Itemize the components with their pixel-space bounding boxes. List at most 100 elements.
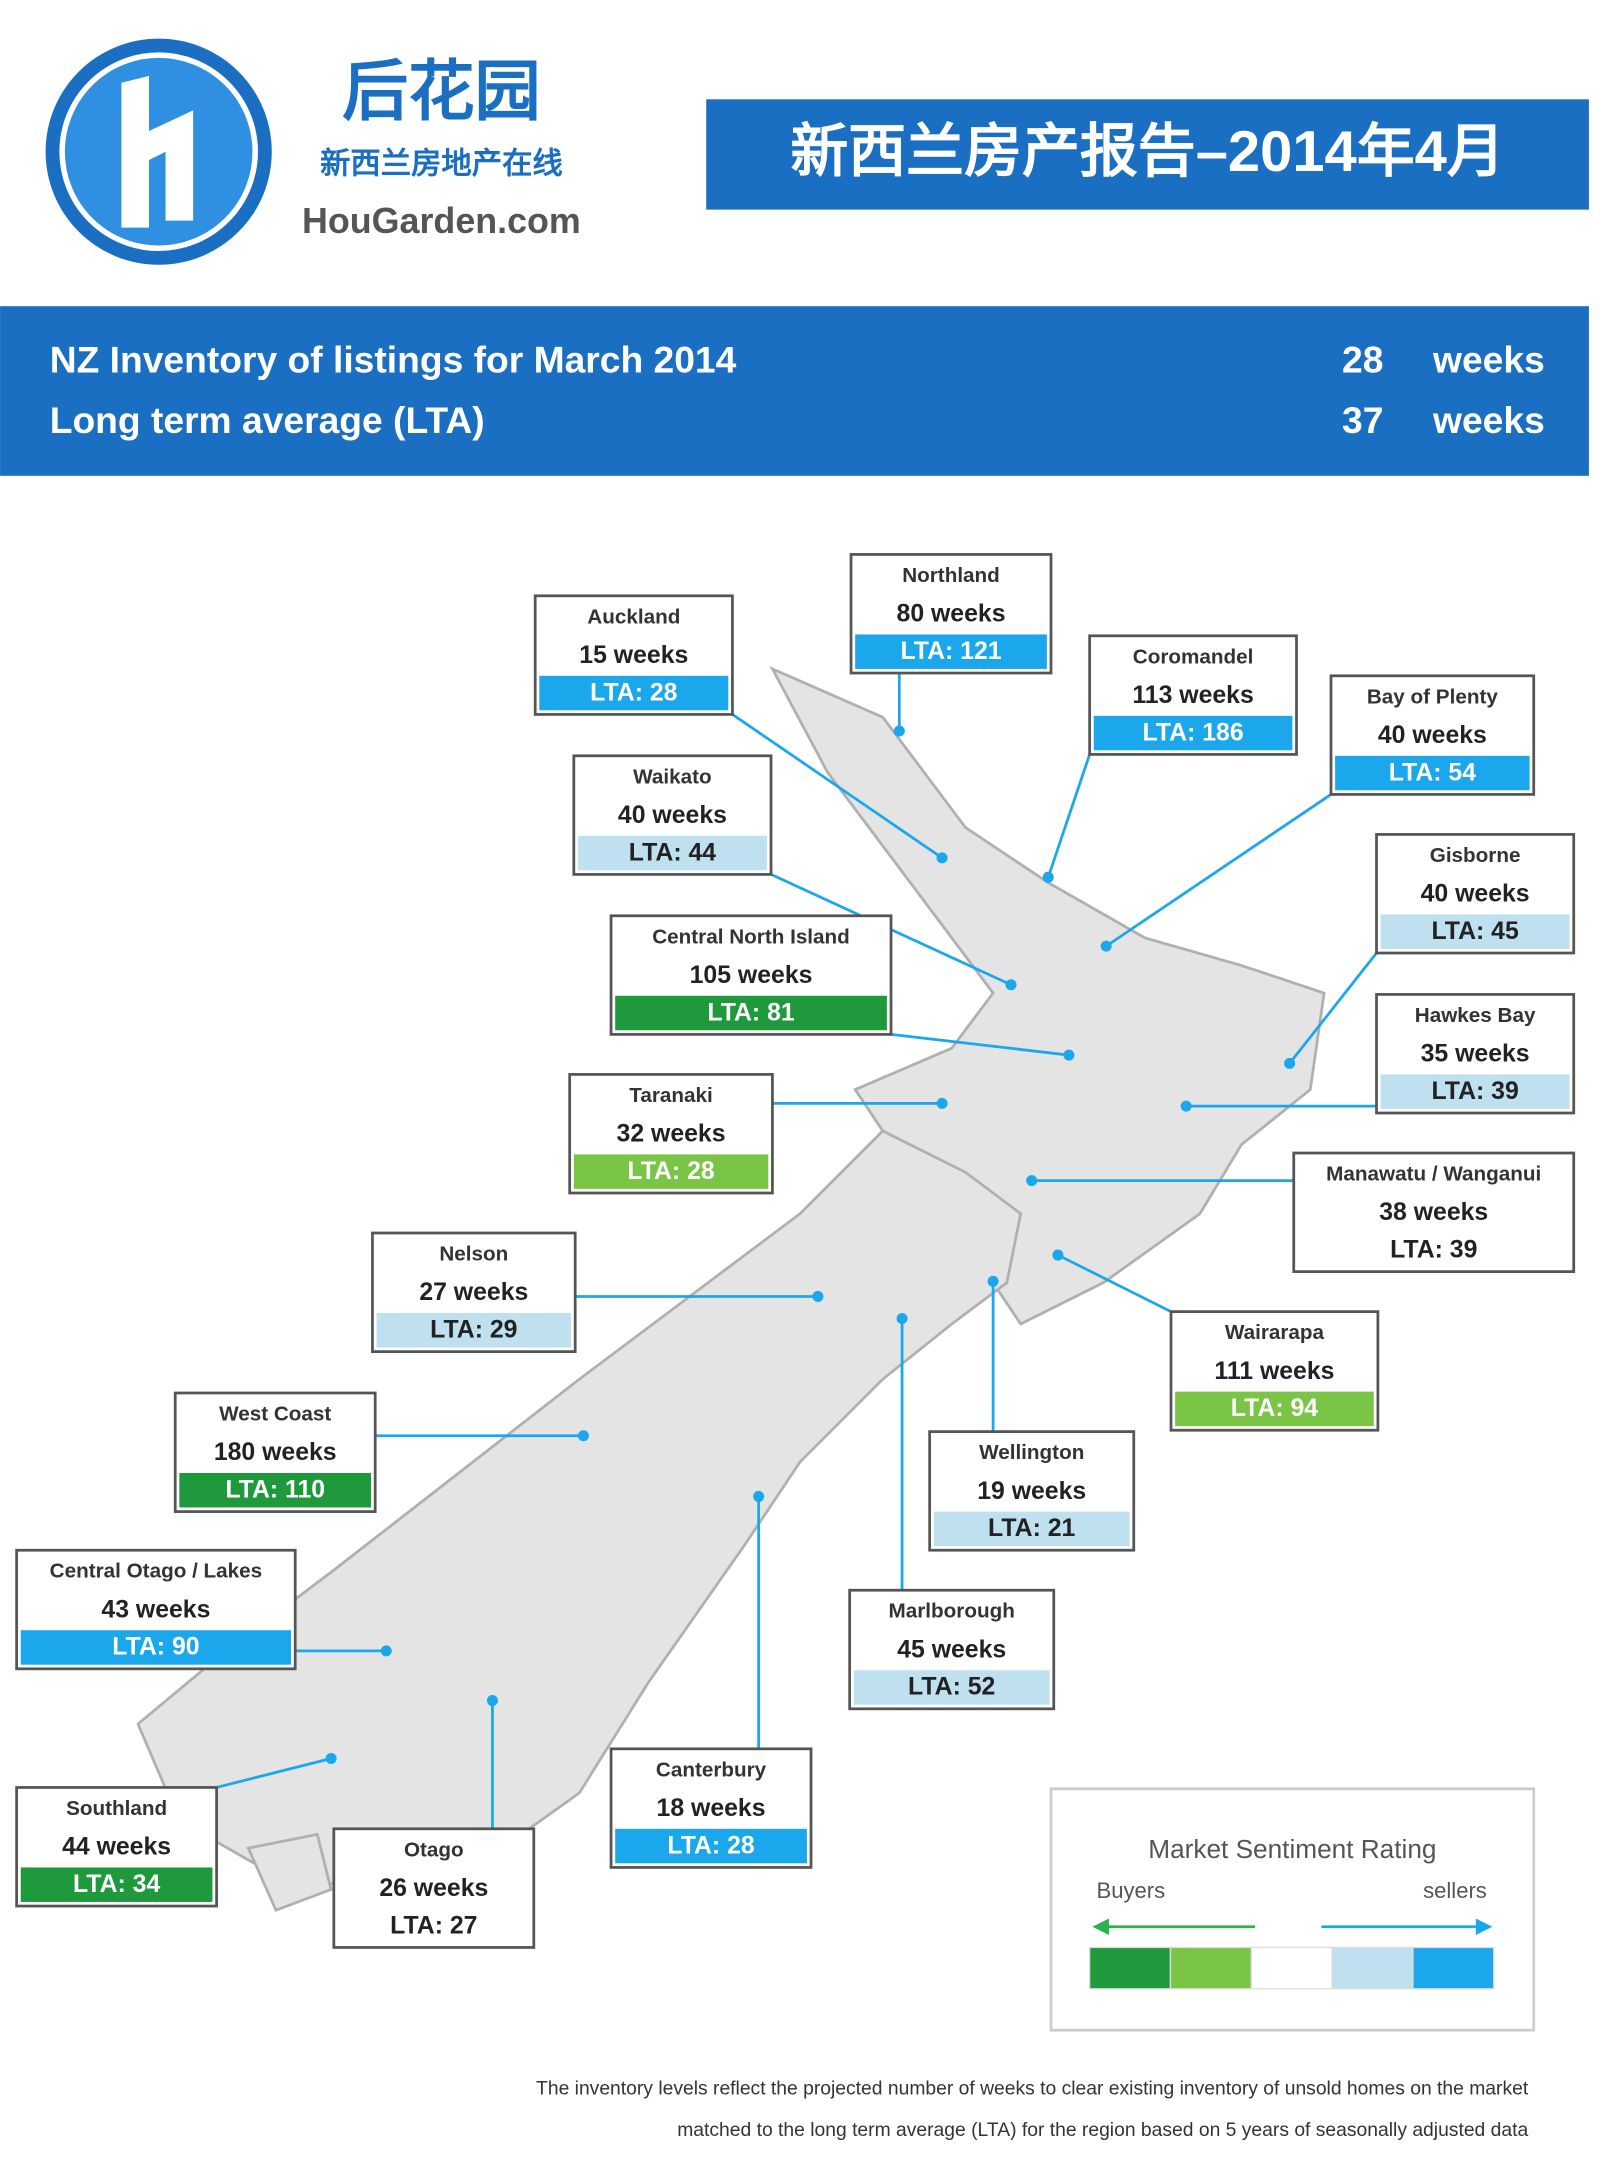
region-lta: LTA: 39: [1390, 1236, 1477, 1263]
lta-bar: [615, 995, 887, 1031]
region-weeks: 15 weeks: [579, 642, 688, 669]
legend-swatch: [1412, 1946, 1495, 1990]
banner-unit: weeks: [1432, 339, 1545, 381]
region-lta: LTA: 29: [430, 1316, 517, 1343]
region-lta: LTA: 27: [390, 1912, 477, 1939]
logo-tagline: 新西兰房地产在线: [320, 147, 563, 181]
region-weeks: 43 weeks: [101, 1596, 210, 1623]
region-dot: [1100, 940, 1112, 952]
region-dot: [486, 1695, 498, 1707]
lta-bar: [20, 1867, 213, 1902]
legend-swatch: [1250, 1946, 1333, 1990]
region-box: Gisborne 40 weeks LTA: 45: [1375, 833, 1576, 955]
region-name: Hawkes Bay: [1415, 1004, 1536, 1027]
region-weeks: 80 weeks: [897, 601, 1006, 628]
region-name: Canterbury: [656, 1758, 767, 1781]
region-dot: [936, 852, 948, 864]
region-dot: [812, 1290, 824, 1302]
leader-line: [1105, 793, 1332, 948]
region-dot: [1042, 871, 1054, 883]
banner-rows: NZ Inventory of listings for March 2014 2…: [50, 339, 1545, 442]
region-box: Wellington 19 weeks LTA: 21: [928, 1430, 1136, 1552]
region-weeks: 19 weeks: [977, 1478, 1086, 1505]
region-weeks: 105 weeks: [690, 962, 813, 989]
lta-bar: [1297, 1233, 1570, 1268]
region-lta: LTA: 54: [1389, 759, 1477, 786]
region-dot: [1052, 1249, 1064, 1261]
region-lta: LTA: 121: [900, 638, 1001, 665]
region-dot: [1180, 1100, 1192, 1112]
lta-bar: [20, 1630, 292, 1665]
banner-value: 28: [1342, 339, 1383, 381]
region-weeks: 113 weeks: [1132, 682, 1253, 709]
region-lta: LTA: 28: [627, 1158, 715, 1185]
region-weeks: 40 weeks: [1421, 881, 1530, 908]
region-box: Otago 26 weeks LTA: 27: [332, 1827, 536, 1949]
lta-bar: [1093, 715, 1293, 751]
legend-swatch: [1088, 1946, 1172, 1990]
region-name: Southland: [66, 1797, 167, 1820]
leader-line: [890, 1033, 1070, 1057]
banner: [0, 306, 1589, 476]
region-box: Taranaki 32 weeks LTA: 28: [568, 1073, 774, 1195]
lta-bar: [1380, 1074, 1570, 1109]
region-name: Coromandel: [1133, 645, 1254, 668]
region-name: Northland: [902, 564, 1000, 587]
footnote-line: The inventory levels reflect the project…: [536, 2079, 1529, 2100]
region-dot: [1063, 1049, 1075, 1061]
lta-bar: [376, 1312, 572, 1348]
banner-label: Long term average (LTA): [50, 399, 485, 441]
region-lta: LTA: 34: [73, 1871, 161, 1898]
region-name: Manawatu / Wanganui: [1326, 1163, 1541, 1186]
region-lta: LTA: 44: [629, 839, 717, 866]
sellers-arrowhead: [1475, 1918, 1493, 1936]
stewart-island: [246, 1832, 333, 1912]
region-weeks: 32 weeks: [617, 1121, 726, 1148]
lta-bar: [573, 1154, 769, 1189]
region-box: Northland 80 weeks LTA: 121: [849, 553, 1053, 675]
banner-value: 37: [1342, 399, 1383, 441]
region-name: Wairarapa: [1225, 1321, 1325, 1344]
region-box: Nelson 27 weeks LTA: 29: [371, 1231, 577, 1353]
region-dot: [380, 1645, 392, 1657]
lta-bar: [179, 1472, 372, 1508]
legend-box: [1049, 1787, 1536, 2032]
leader-line: [1288, 952, 1378, 1065]
footnote-line: matched to the long term average (LTA) f…: [677, 2120, 1528, 2141]
region-box: Central Otago / Lakes 43 weeks LTA: 90: [15, 1548, 297, 1671]
region-box: Marlborough 45 weeks LTA: 52: [848, 1588, 1056, 1711]
region-lta: LTA: 21: [988, 1515, 1076, 1542]
region-lta: LTA: 90: [112, 1634, 199, 1661]
legend-swatch: [1331, 1946, 1414, 1990]
region-dot: [893, 725, 905, 737]
region-name: Central North Island: [652, 925, 850, 948]
region-box: Waikato 40 weeks LTA: 44: [572, 754, 773, 876]
region-boxes: Northland 80 weeks LTA: 121 Auckland 15 week…: [15, 553, 1576, 1949]
region-weeks: 180 weeks: [214, 1439, 337, 1466]
region-weeks: 45 weeks: [897, 1636, 1006, 1663]
region-lta: LTA: 39: [1431, 1078, 1518, 1105]
region-lta: LTA: 81: [707, 999, 795, 1026]
legend-swatch: [1169, 1946, 1252, 1990]
leader-line: [1046, 753, 1091, 878]
region-box: Southland 44 weeks LTA: 34: [15, 1786, 218, 1908]
lta-bar: [615, 1828, 807, 1864]
banner-label: NZ Inventory of listings for March 2014: [50, 339, 737, 381]
title-bar: [706, 99, 1589, 210]
region-weeks: 38 weeks: [1379, 1199, 1488, 1226]
region-weeks: 35 weeks: [1421, 1041, 1530, 1068]
region-box: Hawkes Bay 35 weeks LTA: 39: [1375, 993, 1576, 1115]
region-dot: [896, 1312, 908, 1325]
region-name: Central Otago / Lakes: [50, 1560, 263, 1583]
region-name: Waikato: [633, 765, 712, 788]
lta-bar: [1175, 1391, 1374, 1427]
region-lta: LTA: 52: [908, 1674, 995, 1701]
legend-title: Market Sentiment Rating: [1148, 1834, 1436, 1864]
lta-bar: [933, 1511, 1130, 1547]
region-name: Taranaki: [629, 1084, 713, 1107]
logo-name: 后花园: [342, 55, 541, 129]
leader-line: [216, 1757, 332, 1789]
region-dot: [753, 1490, 765, 1502]
region-name: Auckland: [587, 605, 680, 628]
